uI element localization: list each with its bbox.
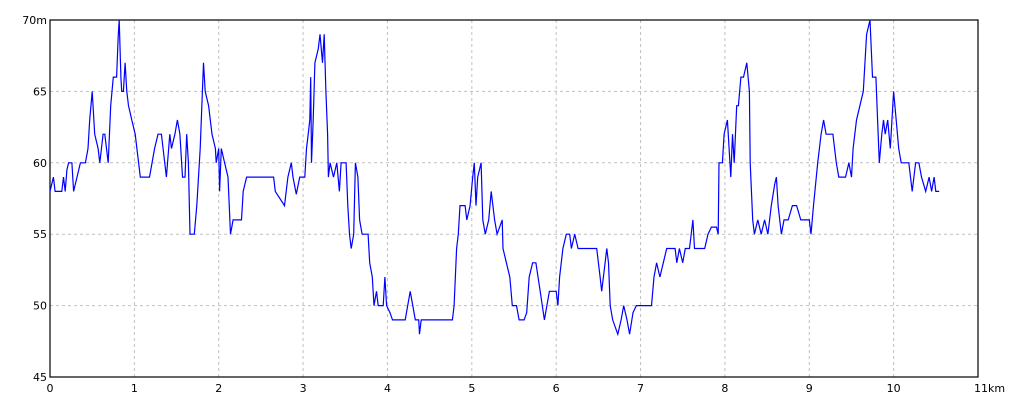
plot-frame xyxy=(49,19,979,378)
y-tick-label: 50 xyxy=(33,300,47,313)
y-tick-label: 45 xyxy=(33,371,47,384)
y-tick-label: 70m xyxy=(22,14,47,27)
x-tick-labels: 0 1 2 3 4 5 6 7 8 9 10 11km xyxy=(47,382,1006,395)
x-tick-label: 5 xyxy=(468,382,475,395)
elevation-line xyxy=(49,19,940,337)
x-tick-label: 2 xyxy=(215,382,222,395)
x-tick-label: 8 xyxy=(721,382,728,395)
x-tick-label: 6 xyxy=(553,382,560,395)
y-tick-label: 65 xyxy=(33,85,47,98)
x-tick-label: 7 xyxy=(637,382,644,395)
y-tick-labels: 70m 65 60 55 50 45 xyxy=(22,14,47,384)
axes xyxy=(49,19,979,378)
x-tick-label: 11km xyxy=(974,382,1005,395)
x-tick-label: 0 xyxy=(47,382,54,395)
x-tick-label: 1 xyxy=(131,382,138,395)
y-tick-label: 55 xyxy=(33,228,47,241)
y-tick-label: 60 xyxy=(33,157,47,170)
x-tick-label: 9 xyxy=(806,382,813,395)
x-tick-label: 4 xyxy=(384,382,391,395)
x-tick-label: 3 xyxy=(300,382,307,395)
x-tick-label: 10 xyxy=(887,382,901,395)
